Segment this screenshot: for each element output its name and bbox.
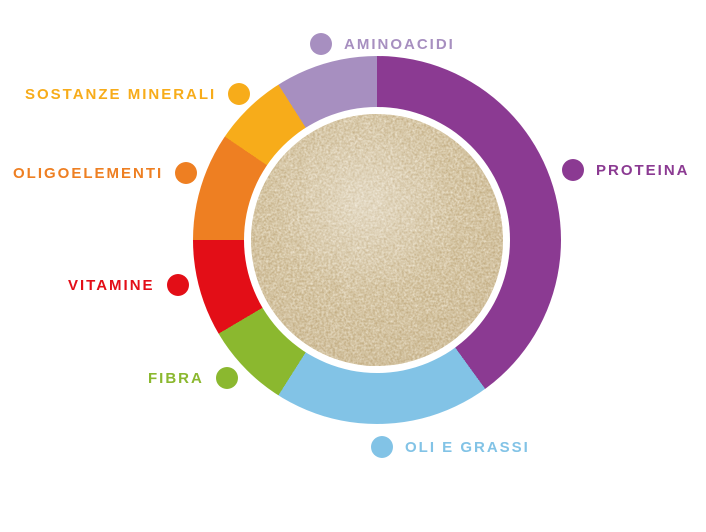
legend-label-fibra: FIBRA [148,369,204,387]
oligoelementi-dot-icon [175,162,198,184]
proteina-dot-icon [562,159,584,181]
legend-item-sostanze-minerali: SOSTANZE MINERALI [25,83,251,105]
legend-item-oligoelementi: OLIGOELEMENTI [13,162,198,184]
legend-label-aminoacidi: AMINOACIDI [344,35,455,53]
photo-vignette [251,114,503,366]
aminoacidi-dot-icon [310,33,332,55]
vitamine-dot-icon [166,274,189,296]
oli-e-grassi-dot-icon [371,436,393,458]
legend-item-vitamine: VITAMINE [68,274,189,296]
legend-label-vitamine: VITAMINE [68,276,155,294]
legend-label-proteina: PROTEINA [596,161,690,179]
center-photo-flour [251,114,503,366]
legend-item-fibra: FIBRA [148,367,238,389]
donut-ring [193,56,561,424]
sostanze-minerali-dot-icon [228,83,251,105]
legend-item-oli-e-grassi: OLI E GRASSI [371,436,530,458]
legend-label-sostanze-minerali: SOSTANZE MINERALI [25,85,217,103]
legend-item-proteina: PROTEINA [562,159,690,181]
legend-label-oli-e-grassi: OLI E GRASSI [405,438,530,456]
legend-label-oligoelementi: OLIGOELEMENTI [13,164,164,182]
flour-texture [251,114,503,366]
fibra-dot-icon [215,367,238,389]
legend-item-aminoacidi: AMINOACIDI [310,33,455,55]
